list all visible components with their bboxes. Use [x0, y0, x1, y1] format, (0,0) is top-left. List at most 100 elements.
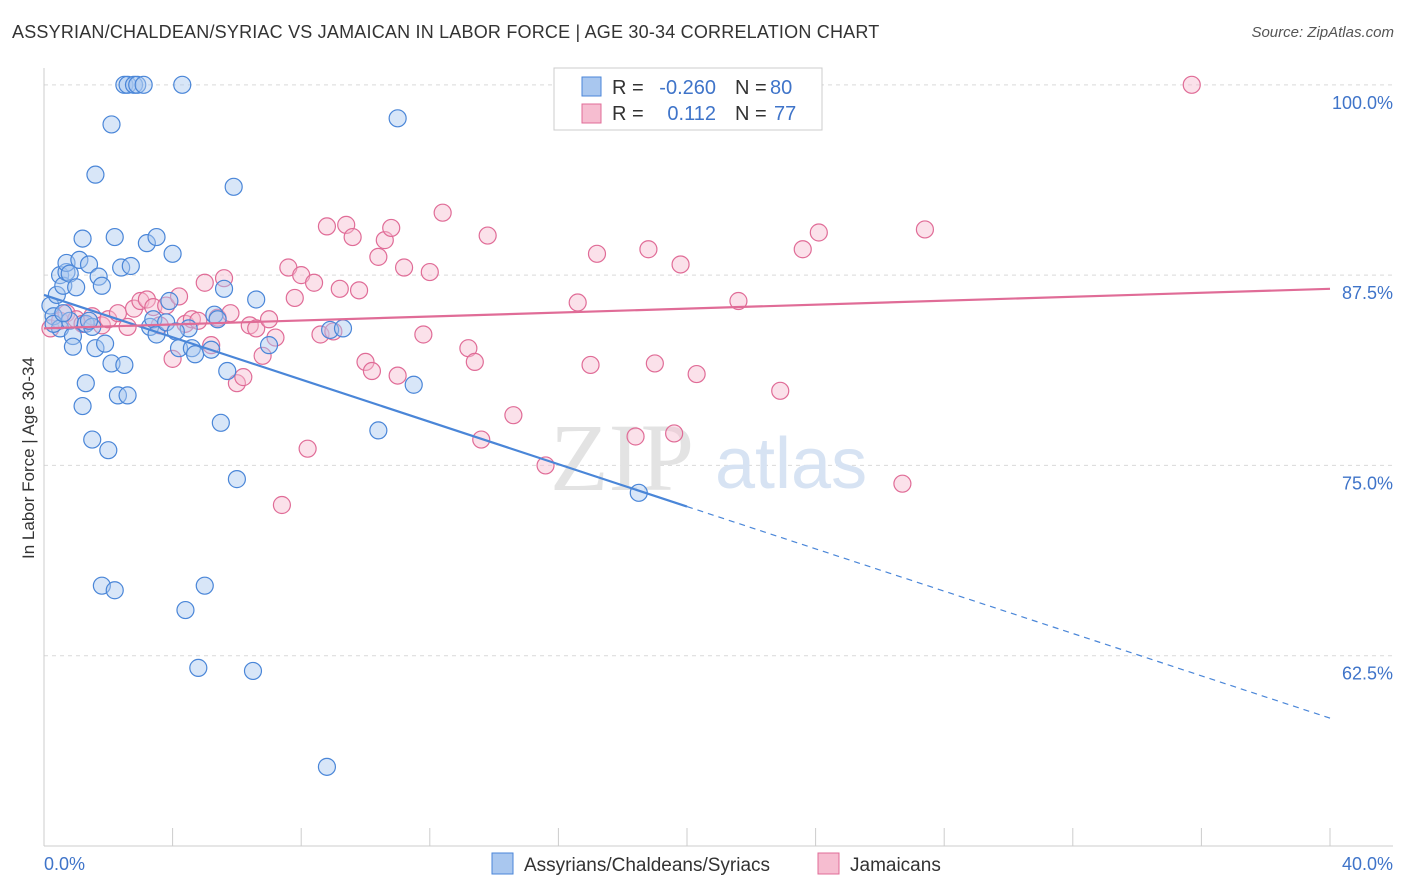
assyrian-point [70, 250, 89, 270]
jamaican-point [382, 218, 401, 238]
jamaican-point [626, 427, 645, 446]
assyrian-point [218, 361, 237, 381]
jamaican-point [169, 287, 189, 306]
jamaican-point [163, 349, 182, 368]
jamaican-point [665, 424, 684, 443]
assyrian-point [317, 757, 337, 776]
y-tick-labels: 100.0% 87.5% 75.0% 62.5% [1332, 93, 1393, 684]
assyrian-point [369, 421, 388, 440]
watermark: ZIP atlas [550, 404, 867, 511]
jamaican-point [671, 255, 690, 274]
jamaican-point [581, 355, 600, 375]
assyrian-point [95, 334, 115, 353]
assyrian-point [73, 229, 92, 248]
assyrian-point [211, 413, 230, 432]
assyrian-point [404, 375, 423, 394]
assyrian-point [157, 313, 176, 332]
jamaican-point [1182, 75, 1201, 94]
jamaican-point [304, 273, 324, 292]
legend-r-value-2: 0.112 [667, 103, 716, 125]
jamaican-point [645, 354, 664, 373]
assyrian-point [115, 355, 134, 375]
correlation-legend: R = -0.260 N = 80 R = 0.112 N = 77 [553, 67, 823, 131]
jamaican-point [793, 240, 812, 259]
axes [43, 68, 1393, 847]
chart-title: ASSYRIAN/CHALDEAN/SYRIAC VS JAMAICAN IN … [12, 22, 880, 42]
legend-n-value-1: 80 [770, 77, 792, 99]
jamaican-point [253, 346, 272, 365]
jamaican-point [330, 279, 349, 298]
source-credit: Source: ZipAtlas.com [1251, 24, 1394, 41]
x-tick-labels: 0.0% 40.0% [44, 854, 1393, 874]
jamaican-point [388, 366, 407, 385]
assyrian-point [333, 319, 353, 338]
legend-n-label-1: N = [735, 77, 767, 99]
x-tick-label-min: 0.0% [44, 854, 85, 874]
assyrian-point [208, 310, 227, 329]
jamaican-point [771, 381, 790, 400]
assyrian-trend-extension [686, 505, 1331, 719]
jamaican-point [587, 244, 607, 263]
assyrian-point [189, 658, 208, 677]
jamaican-point [343, 227, 362, 247]
legend-n-value-2: 77 [774, 103, 796, 125]
assyrian-point [79, 255, 99, 274]
jamaican-point [893, 474, 912, 493]
jamaican-point [234, 368, 253, 387]
assyrian-point [67, 278, 86, 297]
legend-swatch-blue [581, 76, 602, 97]
assyrian-point [121, 256, 140, 276]
assyrian-point [186, 345, 205, 364]
jamaican-point [915, 220, 935, 239]
jamaican-point [266, 328, 285, 347]
jamaican-point [124, 299, 144, 318]
legend-swatch-pink [581, 103, 602, 124]
jamaican-point [356, 352, 375, 371]
jamaican-point [317, 217, 337, 236]
trend-lines [43, 287, 1331, 719]
assyrian-point [173, 75, 192, 94]
assyrian-point [92, 276, 111, 295]
assyrian-point [163, 244, 182, 263]
jamaican-point [568, 293, 587, 312]
jamaican-point [369, 247, 388, 266]
assyrian-point [214, 279, 234, 298]
assyrian-point [79, 311, 99, 330]
assyrian-point [83, 430, 102, 449]
assyrian-point [247, 290, 266, 309]
assyrian-point [105, 581, 124, 600]
jamaican-point [298, 439, 317, 458]
assyrian-point [47, 285, 66, 305]
watermark-zip: ZIP [550, 404, 694, 511]
assyrian-point [166, 322, 185, 341]
jamaican-point [214, 269, 234, 288]
jamaican-point [809, 223, 828, 242]
assyrian-point [176, 600, 195, 620]
jamaican-point [394, 258, 414, 277]
gridlines [44, 84, 1392, 657]
y-axis-label: In Labor Force | Age 30-34 [19, 357, 38, 559]
legend-r-value-1: -0.260 [659, 77, 716, 99]
assyrian-point [227, 470, 246, 489]
jamaican-point [639, 240, 658, 259]
series-swatch-pink [817, 852, 840, 875]
assyrian-point [63, 337, 83, 356]
assyrian-point [118, 386, 137, 405]
y-tick-label: 75.0% [1342, 473, 1393, 493]
legend-n-label-2: N = [735, 103, 767, 125]
jamaican-point [189, 311, 208, 330]
assyrian-point [259, 336, 279, 355]
y-tick-label: 62.5% [1342, 664, 1393, 684]
jamaican-point [272, 495, 292, 515]
assyrian-point [76, 374, 95, 393]
jamaican-point [478, 226, 497, 245]
jamaican-point [349, 281, 369, 300]
y-tick-label: 100.0% [1332, 93, 1393, 113]
legend-r-label-2: R = [612, 103, 644, 125]
x-tick-label-max: 40.0% [1342, 854, 1393, 874]
assyrian-point [388, 109, 407, 128]
assyrian-point [147, 227, 166, 247]
series-label-jamaicans: Jamaicans [850, 855, 941, 876]
watermark-atlas: atlas [715, 424, 867, 504]
series-legend: Assyrians/Chaldeans/Syriacs Jamaicans [491, 852, 941, 876]
